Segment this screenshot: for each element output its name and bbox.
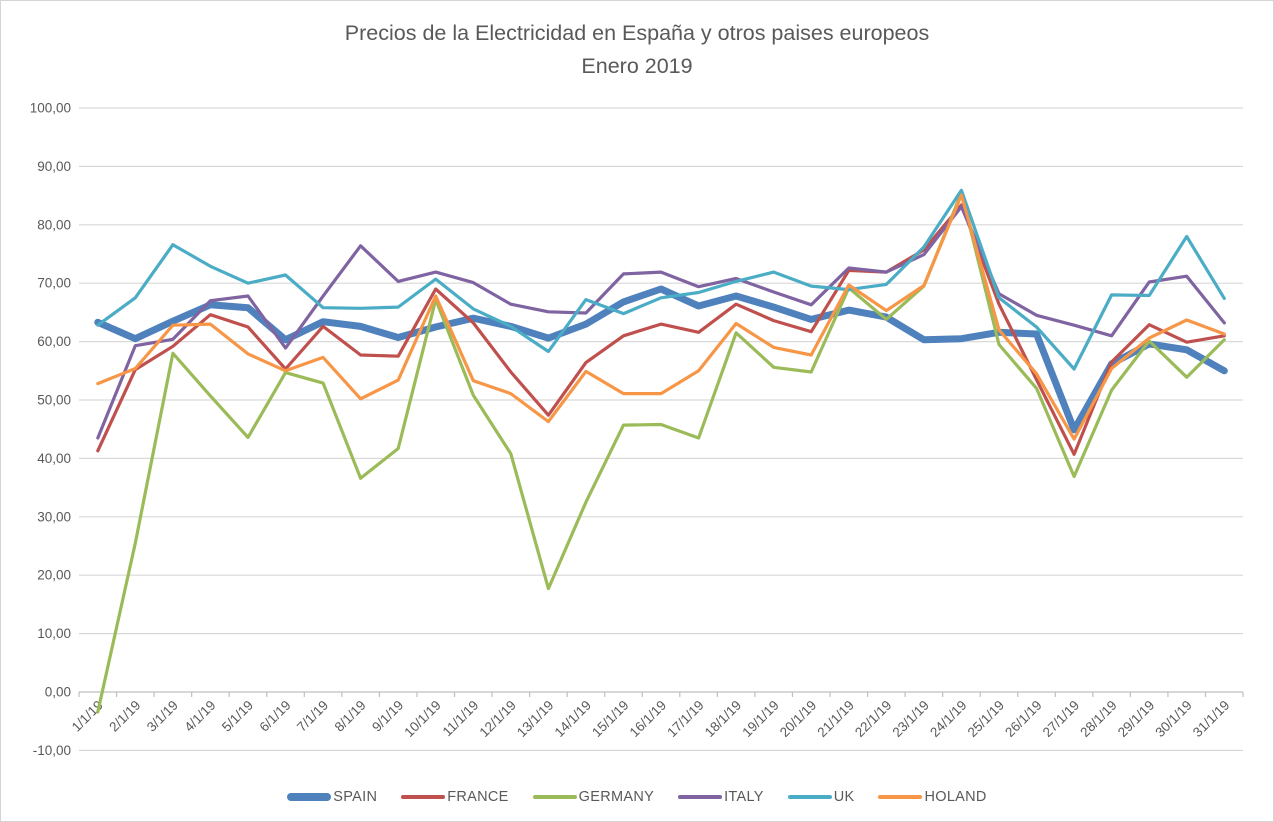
x-axis-tick-label: 8/1/19 (332, 698, 369, 735)
y-axis-tick-label: -10,00 (33, 743, 71, 758)
x-axis-tick-label: 16/1/19 (627, 698, 669, 740)
y-axis-tick-label: 100,00 (30, 101, 71, 116)
legend-item-SPAIN[interactable]: SPAIN (287, 789, 377, 805)
chart-title-line2: Enero 2019 (581, 54, 693, 78)
series-line-SPAIN[interactable] (94, 285, 1228, 434)
legend-label-ITALY: ITALY (724, 789, 764, 805)
x-axis-tick-label: 22/1/19 (852, 698, 894, 740)
legend-swatch-GERMANY (532, 795, 577, 799)
x-axis-tick-label: 27/1/19 (1040, 698, 1082, 740)
x-axis-tick-label: 7/1/19 (294, 698, 331, 735)
legend-swatch-UK (787, 795, 832, 799)
legend-swatch-FRANCE (401, 795, 446, 799)
x-axis-tick-label: 21/1/19 (814, 698, 856, 740)
x-axis-tick-label: 23/1/19 (890, 698, 932, 740)
chart-legend: SPAIN FRANCE GERMANY ITALY UK HOLAND (1, 789, 1273, 805)
legend-label-HOLAND: HOLAND (924, 789, 987, 805)
legend-item-FRANCE[interactable]: FRANCE (401, 789, 508, 805)
y-axis-tick-label: 10,00 (37, 626, 71, 641)
x-axis-tick-label: 17/1/19 (664, 698, 706, 740)
legend-item-HOLAND[interactable]: HOLAND (878, 789, 986, 805)
series-line-FRANCE[interactable] (96, 203, 1226, 456)
y-axis-tick-label: 80,00 (37, 217, 71, 232)
legend-label-SPAIN: SPAIN (333, 789, 378, 805)
y-axis-tick-label: 70,00 (37, 276, 71, 291)
x-axis-tick-label: 30/1/19 (1152, 698, 1194, 740)
legend-label-UK: UK (833, 789, 855, 805)
y-axis-tick-label: 20,00 (37, 568, 71, 583)
chart-title-line1: Precios de la Electricidad en España y o… (344, 21, 930, 45)
x-axis-tick-label: 4/1/19 (181, 698, 218, 735)
x-axis-tick-label: 3/1/19 (144, 698, 181, 735)
legend-swatch-HOLAND (878, 795, 923, 799)
x-axis-tick-label: 13/1/19 (514, 698, 556, 740)
legend-swatch-SPAIN (287, 793, 332, 801)
legend-item-UK[interactable]: UK (787, 789, 855, 805)
legend-item-GERMANY[interactable]: GERMANY (532, 789, 655, 805)
x-axis-tick-label: 12/1/19 (476, 698, 518, 740)
y-axis-tick-label: 50,00 (37, 393, 71, 408)
x-axis-tick-label: 14/1/19 (552, 698, 594, 740)
series-line-GERMANY[interactable] (96, 191, 1226, 714)
x-axis-tick-label: 19/1/19 (739, 698, 781, 740)
y-axis-tick-label: 90,00 (37, 159, 71, 174)
y-axis-tick-label: 0,00 (45, 685, 71, 700)
x-axis-tick-label: 29/1/19 (1115, 698, 1157, 740)
x-axis-tick-label: 11/1/19 (440, 698, 482, 740)
legend-label-GERMANY: GERMANY (578, 789, 655, 805)
x-axis-tick-label: 20/1/19 (777, 698, 819, 740)
legend-label-FRANCE: FRANCE (447, 789, 509, 805)
x-axis-tick-label: 24/1/19 (927, 698, 969, 740)
x-axis-tick-label: 26/1/19 (1002, 698, 1044, 740)
x-axis-tick-label: 18/1/19 (702, 698, 744, 740)
y-axis-tick-label: 60,00 (37, 334, 71, 349)
x-axis-tick-label: 31/1/19 (1190, 698, 1232, 740)
y-axis-tick-label: 40,00 (37, 451, 71, 466)
series-line-UK[interactable] (96, 188, 1226, 371)
y-axis-tick-label: 30,00 (37, 509, 71, 524)
x-axis-tick-label: 2/1/19 (106, 698, 143, 735)
legend-item-ITALY[interactable]: ITALY (678, 789, 764, 805)
x-axis-tick-label: 15/1/19 (589, 698, 631, 740)
series-line-ITALY[interactable] (96, 205, 1226, 440)
series-line-HOLAND[interactable] (96, 193, 1226, 441)
x-axis-tick-label: 10/1/19 (401, 698, 443, 740)
chart-title: Precios de la Electricidad en España y o… (1, 17, 1273, 83)
x-axis-tick-label: 5/1/19 (219, 698, 256, 735)
x-axis-tick-label: 25/1/19 (965, 698, 1007, 740)
x-axis-tick-label: 28/1/19 (1077, 698, 1119, 740)
legend-swatch-ITALY (678, 795, 723, 799)
x-axis-tick-label: 6/1/19 (256, 698, 293, 735)
